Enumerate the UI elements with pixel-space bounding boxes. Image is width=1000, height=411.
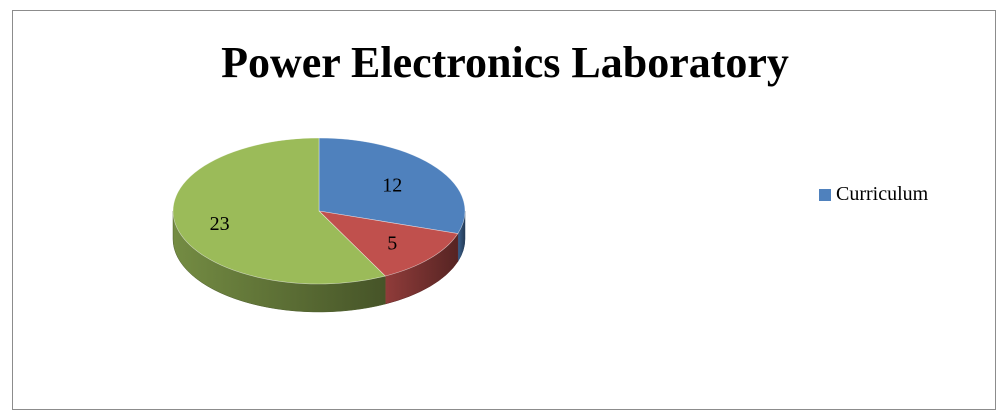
legend: Curriculum: [819, 183, 928, 206]
data-label-23: 23: [210, 213, 230, 235]
data-label-5: 5: [387, 232, 397, 254]
pie-slice-12: [318, 137, 466, 234]
pie-chart: 12 5 23: [172, 137, 466, 313]
pie-slice-5: [318, 210, 459, 277]
legend-swatch: [819, 188, 831, 201]
data-label-12: 12: [382, 174, 402, 196]
pie-slice-23: [172, 137, 386, 285]
legend-label: Curriculum: [836, 183, 929, 205]
chart-area: Power Electronics Laboratory 12 5 23 Curri…: [12, 10, 996, 410]
chart-title: Power Electronics Laboratory: [221, 38, 789, 87]
